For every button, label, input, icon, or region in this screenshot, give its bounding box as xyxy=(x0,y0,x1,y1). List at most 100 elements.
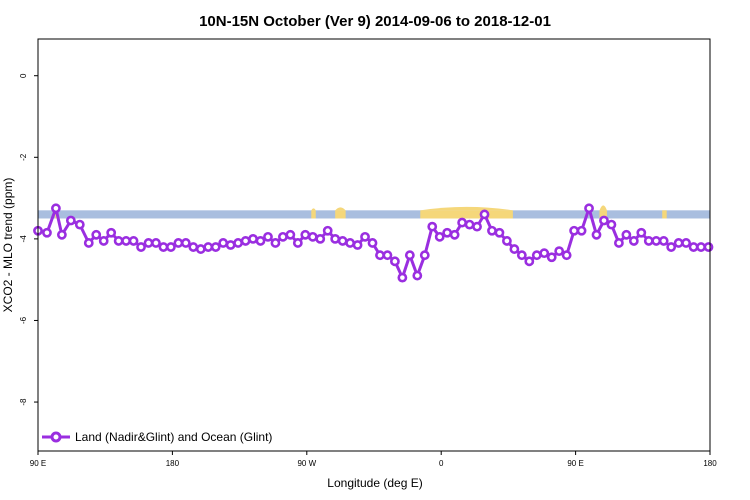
data-point xyxy=(367,238,378,248)
legend-label: Land (Nadir&Glint) and Ocean (Glint) xyxy=(75,430,272,444)
land-segment xyxy=(599,210,607,219)
data-point xyxy=(337,236,348,246)
chart-title: 10N-15N October (Ver 9) 2014-09-06 to 20… xyxy=(199,13,551,30)
data-point xyxy=(360,231,370,242)
data-point xyxy=(382,250,393,261)
series-layer xyxy=(33,203,714,283)
data-point xyxy=(442,227,453,238)
land-bump xyxy=(311,208,316,211)
land-bump xyxy=(599,205,607,211)
data-point xyxy=(98,236,109,246)
data-point xyxy=(225,240,236,250)
data-point xyxy=(203,242,214,252)
y-tick-label: 0 xyxy=(19,73,28,78)
data-point xyxy=(121,236,132,246)
data-point xyxy=(404,250,415,261)
data-point xyxy=(606,219,617,230)
data-point xyxy=(113,236,124,246)
y-tick-label: -6 xyxy=(19,316,28,324)
data-point xyxy=(218,238,229,248)
data-point xyxy=(576,225,587,236)
data-point xyxy=(584,203,594,214)
data-point xyxy=(569,225,580,236)
data-point xyxy=(91,229,102,240)
data-point xyxy=(106,227,117,238)
data-point xyxy=(210,242,221,252)
data-point xyxy=(531,250,542,261)
data-point xyxy=(681,238,692,248)
data-point xyxy=(599,215,609,226)
data-point xyxy=(449,229,460,240)
data-point xyxy=(688,242,699,252)
x-tick-label: 180 xyxy=(703,459,717,468)
data-point xyxy=(285,229,296,240)
x-tick-label: 90 W xyxy=(297,459,316,468)
legend-marker-swatch xyxy=(50,431,62,443)
data-point xyxy=(188,242,199,252)
data-point xyxy=(621,229,632,240)
data-point xyxy=(546,252,557,263)
data-point xyxy=(412,270,423,281)
data-point xyxy=(65,215,76,226)
data-point xyxy=(128,236,139,246)
ocean-band xyxy=(38,210,710,219)
data-point xyxy=(300,229,311,240)
data-point xyxy=(673,238,684,248)
y-tick-label: -8 xyxy=(19,398,28,406)
data-point xyxy=(516,250,527,261)
data-point xyxy=(56,229,67,240)
data-point xyxy=(330,233,341,244)
data-point xyxy=(479,209,490,220)
y-tick-label: -4 xyxy=(19,235,28,243)
data-point xyxy=(195,244,206,254)
y-axis-label: XCO2 - MLO trend (ppm) xyxy=(1,178,15,313)
data-point xyxy=(345,238,356,248)
data-point xyxy=(434,231,445,242)
data-point xyxy=(240,236,251,246)
data-point xyxy=(464,219,475,230)
data-point xyxy=(703,242,714,252)
data-point xyxy=(352,240,363,250)
y-axis: 0 -2 -4 -6 -8 xyxy=(19,73,38,406)
data-point xyxy=(457,217,468,228)
data-point xyxy=(554,246,565,257)
data-point xyxy=(173,238,184,248)
data-point xyxy=(233,238,244,248)
data-point xyxy=(591,229,602,240)
plot-frame xyxy=(37,38,711,452)
data-point xyxy=(158,242,169,252)
data-point xyxy=(278,231,288,242)
data-point xyxy=(643,236,654,246)
data-point xyxy=(166,242,176,252)
data-point xyxy=(136,242,146,252)
data-point xyxy=(509,244,520,254)
data-point xyxy=(292,238,303,248)
data-point xyxy=(270,238,281,248)
data-point xyxy=(151,238,161,248)
y-tick-label: -2 xyxy=(19,153,28,161)
data-point xyxy=(524,256,535,267)
data-point xyxy=(614,238,624,248)
data-point xyxy=(561,250,572,261)
data-point xyxy=(74,219,85,230)
data-point xyxy=(539,248,550,259)
data-point xyxy=(42,227,52,238)
data-point xyxy=(494,227,505,238)
data-point xyxy=(419,250,430,261)
land-segment xyxy=(335,210,346,219)
data-point xyxy=(636,227,647,238)
data-point xyxy=(427,221,438,232)
land-bump xyxy=(420,206,513,211)
data-point xyxy=(375,250,385,261)
data-point xyxy=(658,236,669,246)
data-point xyxy=(248,233,258,244)
x-tick-label: 90 E xyxy=(30,459,46,468)
land-segment xyxy=(420,210,513,219)
legend: Land (Nadir&Glint) and Ocean (Glint) xyxy=(42,430,272,444)
data-point xyxy=(51,203,61,214)
data-point xyxy=(628,236,639,246)
land-bump xyxy=(335,207,346,211)
data-point xyxy=(502,236,512,246)
data-point xyxy=(307,231,318,242)
x-tick-label: 90 E xyxy=(567,459,583,468)
